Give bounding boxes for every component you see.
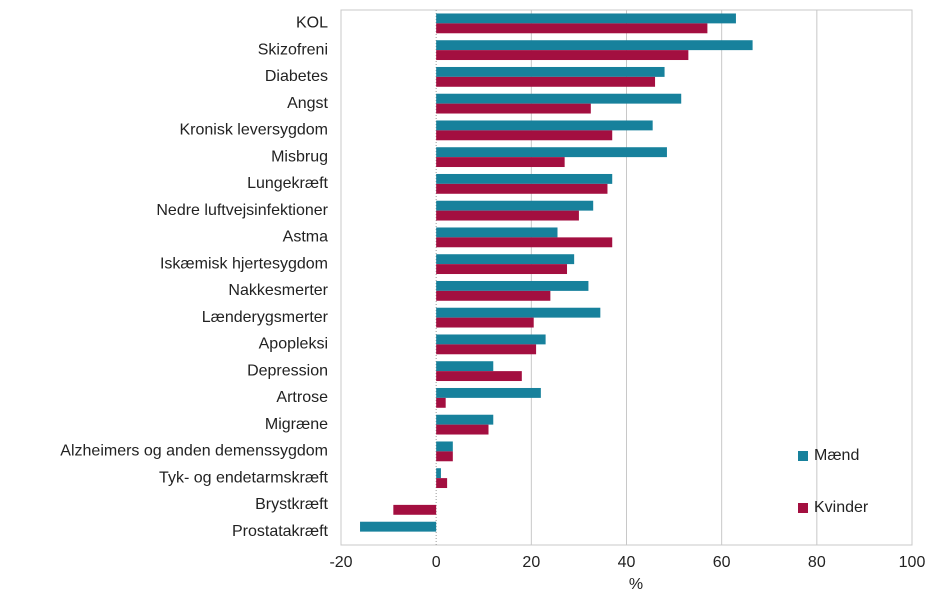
bar [436, 317, 534, 328]
y-tick-label: Apopleksi [259, 336, 328, 353]
legend-swatch [798, 503, 808, 513]
y-tick-label: Tyk- og endetarmskræft [159, 469, 329, 486]
bar [436, 157, 565, 168]
bar [436, 237, 613, 248]
legend-label: Kvinder [814, 499, 869, 516]
y-tick-label: Angst [287, 95, 328, 112]
bar [393, 504, 437, 515]
y-tick-label: Astma [283, 229, 328, 246]
bar [436, 183, 608, 194]
x-tick-label: 100 [899, 554, 926, 571]
bar [436, 424, 489, 435]
bar [436, 120, 653, 131]
bar [436, 200, 594, 211]
bar [436, 50, 689, 61]
y-tick-label: Kronisk leversygdom [180, 122, 329, 139]
bar [436, 227, 558, 238]
y-tick-label: Artrose [276, 389, 328, 406]
y-tick-label: Skizofreni [258, 41, 328, 58]
y-tick-label: Iskæmisk hjertesygdom [160, 255, 328, 272]
bar [436, 93, 682, 104]
y-tick-label: Depression [247, 362, 328, 379]
x-tick-label: 80 [808, 554, 826, 571]
x-tick-label: 20 [522, 554, 540, 571]
bar [436, 76, 656, 87]
bar [436, 361, 494, 372]
bar [436, 478, 448, 489]
bar [436, 441, 453, 452]
bar [436, 397, 446, 408]
x-tick-label: -20 [329, 554, 352, 571]
x-tick-label: 40 [618, 554, 636, 571]
y-tick-label: Alzheimers og anden demenssygdom [60, 443, 328, 460]
y-tick-label: Nakkesmerter [228, 282, 328, 299]
bar [360, 521, 437, 532]
y-tick-label: Brystkræft [255, 496, 328, 513]
bar [436, 210, 579, 221]
bar [436, 307, 601, 318]
y-tick-label: Lungekræft [247, 175, 328, 192]
bar [436, 173, 613, 184]
bar [436, 130, 613, 141]
bar [436, 66, 665, 77]
legend-label: Mænd [814, 447, 859, 464]
bar [436, 254, 575, 265]
bar [436, 344, 537, 355]
bar [436, 40, 753, 51]
bar [436, 468, 441, 479]
legend-swatch [798, 451, 808, 461]
bar [436, 147, 667, 158]
bar [436, 290, 551, 301]
bar [436, 103, 591, 114]
bar [436, 371, 522, 382]
y-tick-label: Lænderygsmerter [202, 309, 329, 326]
y-tick-label: Misbrug [271, 148, 328, 165]
bar [436, 13, 736, 24]
y-tick-label: Nedre luftvejsinfektioner [156, 202, 328, 219]
bar [436, 451, 453, 462]
bar [436, 387, 541, 398]
bar [436, 264, 568, 275]
x-axis-label: % [629, 576, 643, 593]
bar [436, 23, 708, 34]
bar [436, 280, 589, 291]
y-tick-label: Migræne [265, 416, 328, 433]
x-tick-label: 0 [432, 554, 441, 571]
bar [436, 334, 546, 345]
y-tick-label: KOL [296, 15, 328, 32]
x-tick-label: 60 [713, 554, 731, 571]
y-tick-label: Prostatakræft [232, 523, 329, 540]
bar [436, 414, 494, 425]
y-tick-label: Diabetes [265, 68, 328, 85]
